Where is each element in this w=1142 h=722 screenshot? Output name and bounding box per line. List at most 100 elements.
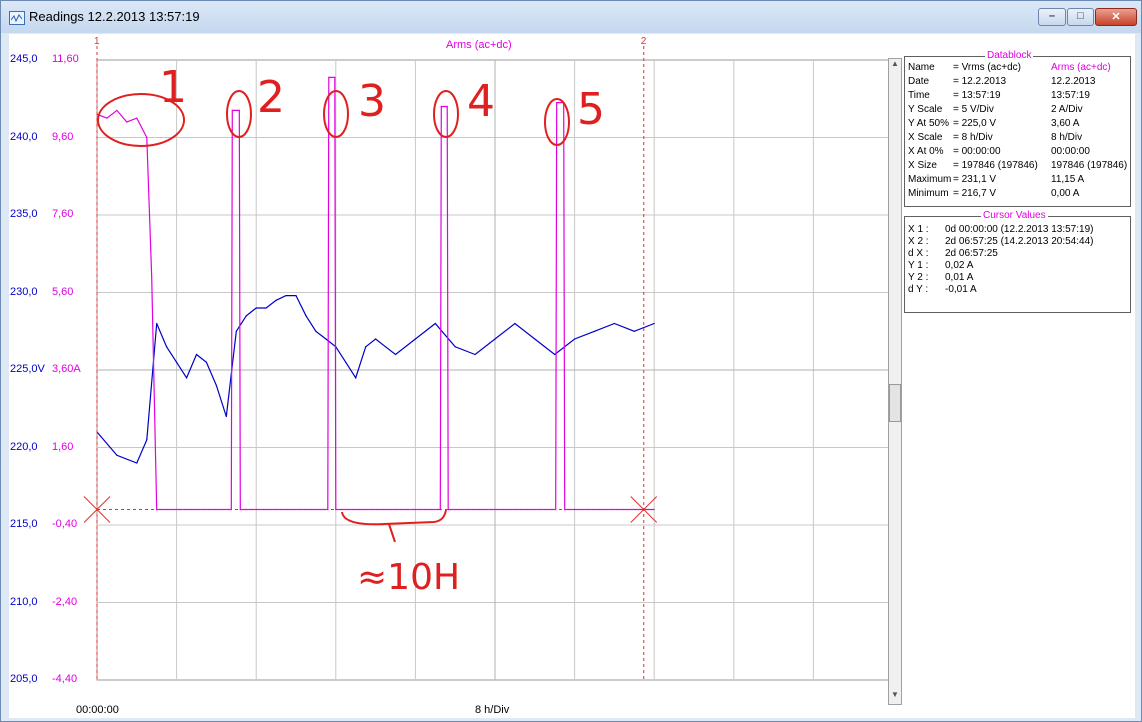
- cursor-1-label: 1: [94, 36, 100, 47]
- y-left-tick-label: 235,0: [10, 208, 38, 220]
- close-button[interactable]: ✕: [1095, 8, 1137, 26]
- scroll-down-icon[interactable]: ▼: [891, 690, 899, 699]
- db-arms-value: 8 h/Div: [1051, 132, 1083, 143]
- readings-chart[interactable]: 1 2 1 2 3 4 5 ≈10H: [9, 34, 889, 718]
- cursor-2-label: 2: [641, 36, 647, 47]
- scroll-thumb[interactable]: [889, 384, 901, 422]
- db-arms-value: 12.2.2013: [1051, 76, 1096, 87]
- data-point: [534, 338, 536, 340]
- annotation-number-5: 5: [577, 84, 605, 135]
- db-label: Name: [908, 62, 935, 73]
- db-label: X Scale: [908, 132, 943, 143]
- db-label: X Size: [908, 160, 937, 171]
- y-right-tick-label: 5,60: [52, 285, 74, 298]
- data-point: [345, 361, 347, 363]
- minimize-button[interactable]: –: [1038, 8, 1066, 26]
- data-point: [384, 346, 387, 348]
- maximize-button[interactable]: □: [1067, 8, 1094, 26]
- data-point: [275, 299, 277, 301]
- y-left-tick-label: 240,0: [10, 130, 38, 143]
- scroll-up-icon[interactable]: ▲: [891, 59, 899, 68]
- annotation-circle: [97, 93, 185, 147]
- db-arms-value: 3,60 A: [1051, 118, 1080, 129]
- db-arms-value: 11,15 A: [1051, 174, 1085, 185]
- cursor-values-panel: Cursor Values X 1 : 0d 00:00:00 (12.2.201…: [904, 210, 1131, 313]
- db-vrms-value: = 231,1 V: [953, 174, 997, 185]
- chart-title: Arms (ac+dc): [446, 39, 512, 51]
- data-point: [195, 353, 198, 356]
- y-left-tick-label: 245,0: [10, 53, 38, 65]
- annotation-circle: [544, 98, 570, 146]
- data-point: [494, 338, 496, 340]
- db-vrms-value: = 13:57:19: [953, 90, 1001, 101]
- annotation-circle: [226, 90, 252, 138]
- annotation-brace: [388, 523, 396, 543]
- data-point: [375, 338, 377, 340]
- db-arms-value: 2 A/Div: [1051, 104, 1083, 115]
- cursor-value: 0d 00:00:00 (12.2.2013 13:57:19): [945, 224, 1094, 235]
- data-point: [335, 508, 337, 511]
- chart-area: 1 2 1 2 3 4 5 ≈10H Arms (ac+dc) 245,0 11,60 240,0…: [9, 34, 1135, 718]
- data-point: [215, 384, 217, 387]
- db-arms-value: 13:57:19: [1051, 90, 1090, 101]
- data-point: [414, 338, 416, 340]
- y-right-tick-label: -2,40: [52, 595, 78, 608]
- data-point: [325, 338, 327, 340]
- data-point: [365, 346, 367, 348]
- db-label: Y At 50%: [908, 118, 949, 129]
- y-right-tick-label: 7,60: [52, 208, 74, 220]
- db-arms-value: 00:00:00: [1051, 146, 1090, 157]
- data-point: [564, 508, 566, 511]
- cursor-values-header: Cursor Values: [981, 210, 1048, 221]
- cursor-value: -0,01 A: [945, 284, 977, 295]
- cursor-value: 2d 06:57:25: [945, 248, 998, 259]
- db-vrms-value: = 8 h/Div: [953, 132, 993, 143]
- data-point: [238, 109, 240, 111]
- data-point: [136, 117, 138, 119]
- cursor-label: d Y :: [908, 284, 929, 295]
- annotation-circle: [433, 90, 459, 138]
- cursor-label: d X :: [908, 248, 929, 259]
- db-vrms-value: = 216,7 V: [953, 188, 997, 199]
- db-vrms-value: = 12.2.2013: [953, 76, 1007, 87]
- cursor-label: X 1 :: [908, 224, 929, 235]
- db-label: Date: [908, 76, 930, 87]
- cursor-label: X 2 :: [908, 236, 929, 247]
- db-label: Minimum: [908, 188, 949, 199]
- data-point: [146, 439, 148, 441]
- x-scale-label: 8 h/Div: [475, 704, 510, 716]
- annotation-number-3: 3: [358, 76, 386, 127]
- cursor-label: Y 1 :: [908, 260, 929, 271]
- data-point: [613, 322, 616, 325]
- title-bar[interactable]: Readings 12.2.2013 13:57:19 – □ ✕: [1, 1, 1141, 33]
- data-point: [239, 508, 241, 511]
- y-right-tick-label: -0,40: [52, 518, 78, 530]
- data-point: [225, 415, 227, 418]
- data-point: [126, 121, 128, 123]
- x-start-label: 00:00:00: [76, 704, 119, 716]
- data-point: [265, 307, 267, 309]
- y-left-tick-label: 210,0: [10, 595, 38, 608]
- db-vrms-value: = 5 V/Div: [953, 104, 994, 115]
- data-point: [454, 346, 456, 348]
- app-icon: [9, 11, 25, 25]
- data-point: [556, 102, 558, 104]
- data-point: [245, 315, 247, 317]
- data-point: [653, 322, 655, 325]
- y-right-tick-label: 1,60: [52, 440, 74, 453]
- cursor-value: 2d 06:57:25 (14.2.2013 20:54:44): [945, 236, 1094, 247]
- db-arms-value: Arms (ac+dc): [1051, 62, 1111, 73]
- annotation-number-2: 2: [257, 72, 285, 123]
- db-vrms-value: = 225,0 V: [953, 118, 997, 129]
- y-left-tick-label: 230,0: [10, 285, 38, 298]
- data-point: [156, 508, 158, 511]
- data-point: [106, 117, 108, 119]
- annotation-circle: [323, 90, 349, 138]
- data-point: [151, 276, 153, 278]
- y-left-tick-label: 220,0: [10, 440, 38, 453]
- maximize-icon: □: [1077, 10, 1084, 22]
- vertical-scrollbar[interactable]: ▲ ▼: [888, 58, 902, 705]
- y-right-tick-label: -4,40: [52, 673, 78, 685]
- y-left-tick-label: 205,0: [10, 673, 38, 685]
